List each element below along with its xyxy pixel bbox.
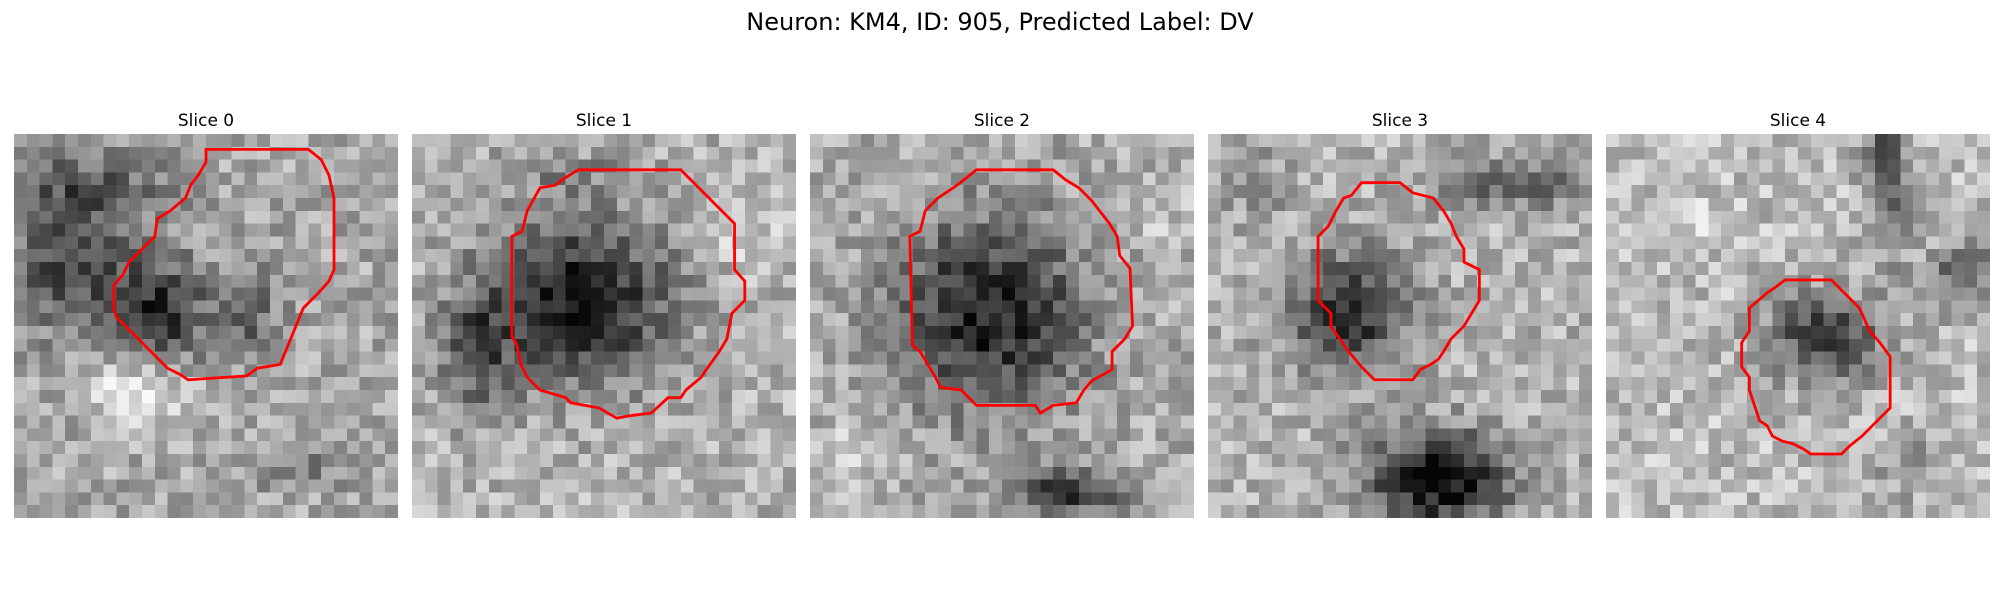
slice-panel-3: Slice 3 <box>1208 108 1592 518</box>
slice-panel-0: Slice 0 <box>14 108 398 518</box>
grayscale-pixels <box>412 134 796 518</box>
slice-title: Slice 1 <box>575 111 633 131</box>
segmentation-contour <box>510 168 747 420</box>
slice-title: Slice 4 <box>1769 111 1827 131</box>
slice-panel-4: Slice 4 <box>1606 108 1990 518</box>
segmentation-contour <box>908 168 1134 415</box>
slice-image-0 <box>14 134 398 518</box>
slice-image-4 <box>1606 134 1990 518</box>
slice-image-3 <box>1208 134 1592 518</box>
slice-image-2 <box>810 134 1194 518</box>
slice-panel-2: Slice 2 <box>810 108 1194 518</box>
segmentation-contour <box>1740 278 1892 456</box>
grayscale-pixels <box>14 134 398 518</box>
segmentation-contour <box>1316 181 1481 382</box>
slice-title: Slice 2 <box>973 111 1031 131</box>
segmentation-contour <box>112 147 336 382</box>
grayscale-pixels <box>810 134 1194 518</box>
grayscale-pixels <box>1606 134 1990 518</box>
slice-panel-1: Slice 1 <box>412 108 796 518</box>
grayscale-pixels <box>1208 134 1592 518</box>
slice-image-1 <box>412 134 796 518</box>
slice-title: Slice 3 <box>1371 111 1429 131</box>
slice-title: Slice 0 <box>177 111 235 131</box>
figure-title: Neuron: KM4, ID: 905, Predicted Label: D… <box>746 8 1254 36</box>
